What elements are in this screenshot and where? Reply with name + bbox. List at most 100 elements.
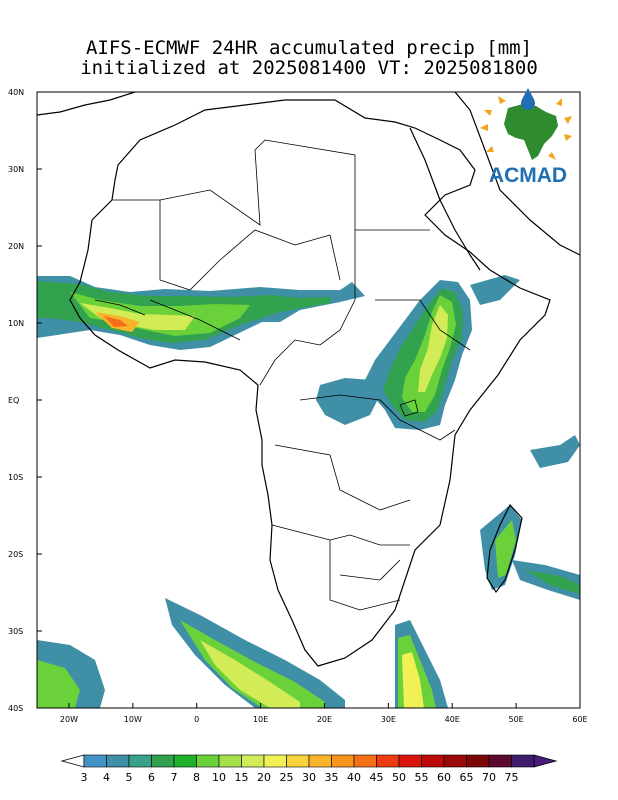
latitude-axis: 40N 30N 20N 10N EQ 10S 20S 30S 40S xyxy=(8,88,42,713)
colorbar-label: 25 xyxy=(280,771,294,784)
precip-southwest-corner-core xyxy=(37,660,80,708)
colorbar-swatch xyxy=(173,754,197,768)
colorbar-swatch xyxy=(488,754,512,768)
lon-label: 10W xyxy=(124,715,142,724)
coastlines xyxy=(37,92,580,667)
colorbar-swatch xyxy=(196,754,220,768)
border-line xyxy=(159,139,430,231)
colorbar-label: 4 xyxy=(103,771,110,784)
lat-label: 20S xyxy=(8,550,23,559)
colorbar-label: 70 xyxy=(482,771,496,784)
colorbar-label: 60 xyxy=(437,771,451,784)
precip-band-west-africa-peak2 xyxy=(104,316,128,327)
precip-band-west-africa-high xyxy=(80,303,195,330)
border-line xyxy=(149,299,241,341)
lat-label: 30N xyxy=(8,165,24,174)
colorbar-label: 6 xyxy=(148,771,155,784)
colorbar-swatch xyxy=(308,754,332,768)
precip-congo-east xyxy=(316,378,380,425)
lake-victoria xyxy=(399,399,419,417)
colorbar-swatch xyxy=(83,754,107,768)
lon-label: 20E xyxy=(317,715,332,724)
precip-east-ocean-core xyxy=(525,570,580,594)
lat-label: 40S xyxy=(8,704,23,713)
lon-label: 40E xyxy=(445,715,460,724)
madagascar-coast xyxy=(486,503,523,594)
border-line xyxy=(112,199,341,291)
logo-sun-rays xyxy=(480,96,572,160)
title-line-2: initialized at 2025081400 VT: 2025081800 xyxy=(80,57,538,79)
logo-text: ACMAD xyxy=(489,164,567,186)
colorbar-swatch xyxy=(106,754,130,768)
precip-south-atlantic-band-core xyxy=(180,620,325,708)
precip-horn-coast xyxy=(470,275,520,305)
acmad-logo: ACMAD xyxy=(480,88,572,186)
lon-label: 60E xyxy=(572,715,587,724)
lat-label: 10S xyxy=(8,473,23,482)
lat-label: 20N xyxy=(8,242,24,251)
longitude-axis: 20W 10W 0 10E 20E 30E 40E 50E 60E xyxy=(60,703,588,724)
colorbar-label: 20 xyxy=(257,771,271,784)
colorbar-swatch xyxy=(128,754,152,768)
colorbar-label: 35 xyxy=(325,771,339,784)
border-line xyxy=(271,524,410,546)
border-line xyxy=(94,299,146,316)
lat-label: 10N xyxy=(8,319,24,328)
precip-field xyxy=(37,275,580,708)
lon-label: 0 xyxy=(194,715,199,724)
lat-label: 40N xyxy=(8,88,24,97)
precip-band-west-africa-mid xyxy=(70,292,250,336)
colorbar-label: 50 xyxy=(392,771,406,784)
colorbar-under-arrow xyxy=(60,754,85,768)
colorbar-label: 75 xyxy=(505,771,519,784)
border-line xyxy=(329,540,401,611)
precip-ethiopia-high xyxy=(418,305,448,392)
africa-coastline xyxy=(69,99,551,667)
border-line xyxy=(274,444,411,511)
colorbar-label: 30 xyxy=(302,771,316,784)
precip-southeast-band-high xyxy=(402,652,424,708)
arabia-coast xyxy=(454,92,580,256)
colorbar-swatch xyxy=(376,754,400,768)
colorbar-swatch xyxy=(218,754,242,768)
logo-africa-shape xyxy=(504,104,558,160)
colorbar-swatch xyxy=(398,754,422,768)
colorbar-swatch xyxy=(353,754,377,768)
map-title: AIFS-ECMWF 24HR accumulated precip [mm] … xyxy=(0,38,618,78)
colorbar-label: 3 xyxy=(81,771,88,784)
lon-label: 30E xyxy=(381,715,396,724)
colorbar-swatch xyxy=(443,754,467,768)
lat-label: EQ xyxy=(8,396,19,405)
red-sea-coast xyxy=(409,127,481,271)
colorbar-label: 5 xyxy=(126,771,133,784)
logo-drop-icon xyxy=(521,88,535,110)
colorbar-swatch xyxy=(511,754,535,768)
colorbar-label: 15 xyxy=(235,771,249,784)
colorbar-swatch xyxy=(151,754,175,768)
colorbar-over-arrow xyxy=(533,754,558,768)
colorbar-swatch xyxy=(466,754,490,768)
border-line xyxy=(339,559,401,581)
precip-indian-ocean-patch xyxy=(530,435,580,468)
precip-madagascar-core xyxy=(495,520,516,578)
border-line xyxy=(375,299,471,351)
precip-south-atlantic-band-high xyxy=(200,640,300,708)
precip-south-atlantic-band xyxy=(165,598,345,708)
colorbar-swatch xyxy=(263,754,287,768)
lon-label: 50E xyxy=(509,715,524,724)
title-line-1: AIFS-ECMWF 24HR accumulated precip [mm] xyxy=(85,37,533,59)
colorbar-label: 10 xyxy=(212,771,226,784)
colorbar-label: 8 xyxy=(193,771,200,784)
mediterranean-north xyxy=(37,92,136,116)
colorbar-label: 55 xyxy=(415,771,429,784)
border-line xyxy=(299,394,456,441)
colorbar: 3 4 5 6 7 8 10 15 20 25 30 35 40 45 50 55 60 65 70 75 xyxy=(60,754,558,784)
lon-label: 20W xyxy=(60,715,78,724)
colorbar-label: 65 xyxy=(460,771,474,784)
colorbar-swatch xyxy=(331,754,355,768)
colorbar-label: 40 xyxy=(347,771,361,784)
lon-label: 10E xyxy=(253,715,268,724)
lat-label: 30S xyxy=(8,627,23,636)
colorbar-swatch xyxy=(421,754,445,768)
